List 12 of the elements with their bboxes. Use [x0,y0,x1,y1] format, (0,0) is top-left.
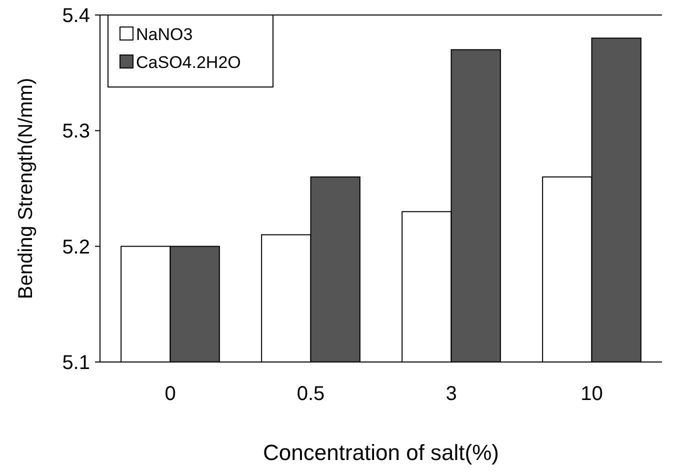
legend-label: CaSO4.2H2O [136,52,241,72]
y-tick-label: 5.1 [62,352,90,374]
y-tick-label: 5.4 [62,5,90,27]
y-tick-label: 5.3 [62,120,90,143]
x-tick-label: 10 [580,383,603,405]
x-axis-title: Concentration of salt(%) [263,440,499,465]
x-tick-label: 3 [446,383,457,405]
y-axis-title: Bending Strength(N/mm) [15,78,37,300]
x-tick-label: 0.5 [296,383,325,405]
y-tick-label: 5.2 [62,236,90,258]
legend-label: NaNO3 [136,24,193,44]
x-tick-label: 0 [164,383,176,405]
